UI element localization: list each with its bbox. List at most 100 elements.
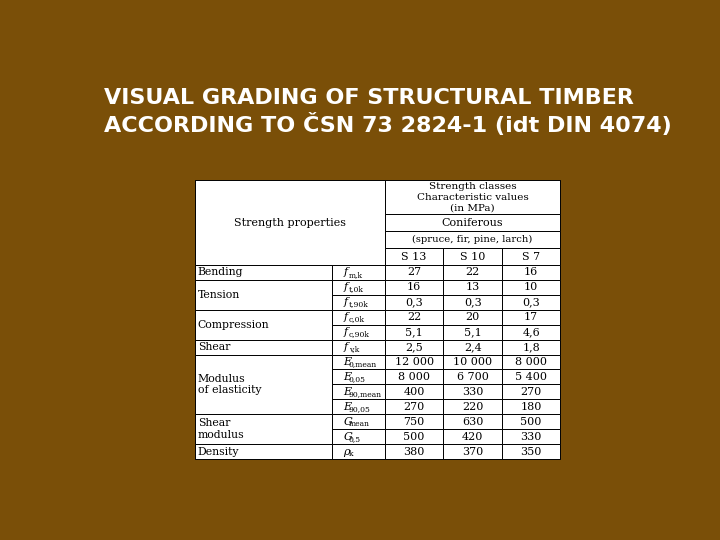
Bar: [385, 280, 444, 295]
Text: t,0k: t,0k: [349, 286, 364, 294]
Bar: [385, 444, 444, 459]
Bar: [194, 310, 332, 340]
Text: 500: 500: [403, 431, 425, 442]
Bar: [194, 280, 332, 310]
Text: 8 000: 8 000: [398, 372, 430, 382]
Text: f: f: [343, 327, 348, 337]
Text: 220: 220: [462, 402, 483, 412]
Text: f: f: [343, 312, 348, 322]
Text: 13: 13: [466, 282, 480, 292]
Text: G: G: [343, 417, 352, 427]
Bar: [444, 355, 502, 369]
Text: E: E: [343, 357, 351, 367]
Bar: [385, 369, 444, 384]
Text: Strength classes
Characteristic values
(in MPa): Strength classes Characteristic values (…: [417, 183, 528, 212]
Bar: [332, 429, 385, 444]
Bar: [385, 310, 444, 325]
Bar: [444, 280, 502, 295]
Bar: [502, 369, 560, 384]
Text: ρ: ρ: [343, 447, 350, 457]
Text: 4,6: 4,6: [522, 327, 540, 337]
Bar: [502, 414, 560, 429]
Text: m,k: m,k: [349, 271, 363, 279]
Bar: [385, 384, 444, 400]
Text: 500: 500: [521, 417, 542, 427]
Text: Bending: Bending: [198, 267, 243, 278]
Text: 5,1: 5,1: [405, 327, 423, 337]
Text: Modulus
of elasticity: Modulus of elasticity: [198, 374, 261, 395]
Text: 8 000: 8 000: [516, 357, 547, 367]
Text: c,0k: c,0k: [349, 315, 365, 323]
Text: VISUAL GRADING OF STRUCTURAL TIMBER
ACCORDING TO ČSN 73 2824-1 (idt DIN 4074): VISUAL GRADING OF STRUCTURAL TIMBER ACCO…: [104, 88, 672, 136]
Text: 5 400: 5 400: [516, 372, 547, 382]
Text: 630: 630: [462, 417, 483, 427]
Text: f: f: [343, 342, 348, 352]
Bar: [444, 310, 502, 325]
Bar: [332, 295, 385, 310]
Bar: [502, 384, 560, 400]
Text: 90,05: 90,05: [349, 405, 371, 413]
Text: (spruce, fir, pine, larch): (spruce, fir, pine, larch): [413, 235, 533, 244]
Text: 0,5: 0,5: [349, 435, 361, 443]
Bar: [444, 400, 502, 414]
Bar: [385, 325, 444, 340]
Text: t,90k: t,90k: [349, 301, 369, 308]
Bar: [444, 369, 502, 384]
Text: G: G: [343, 431, 352, 442]
Text: S 10: S 10: [460, 252, 485, 261]
Bar: [444, 325, 502, 340]
Bar: [502, 355, 560, 369]
Bar: [385, 265, 444, 280]
Text: Coniferous: Coniferous: [442, 218, 503, 228]
Bar: [332, 265, 385, 280]
Bar: [502, 310, 560, 325]
Text: 420: 420: [462, 431, 483, 442]
Text: 17: 17: [524, 312, 539, 322]
Bar: [444, 248, 502, 265]
Bar: [444, 414, 502, 429]
Text: 0,3: 0,3: [522, 298, 540, 307]
Bar: [194, 414, 332, 444]
Text: 330: 330: [521, 431, 542, 442]
Bar: [444, 265, 502, 280]
Text: 16: 16: [524, 267, 539, 278]
Bar: [194, 265, 332, 280]
Bar: [194, 180, 385, 265]
Bar: [385, 180, 560, 214]
Bar: [444, 295, 502, 310]
Bar: [385, 295, 444, 310]
Text: S 7: S 7: [522, 252, 540, 261]
Text: E: E: [343, 387, 351, 397]
Text: 0,mean: 0,mean: [349, 360, 377, 368]
Bar: [502, 265, 560, 280]
Text: 10: 10: [524, 282, 539, 292]
Bar: [502, 400, 560, 414]
Bar: [332, 384, 385, 400]
Bar: [332, 340, 385, 355]
Bar: [502, 429, 560, 444]
Text: Compression: Compression: [198, 320, 269, 330]
Text: 2,4: 2,4: [464, 342, 482, 352]
Text: 20: 20: [466, 312, 480, 322]
Text: 5,1: 5,1: [464, 327, 482, 337]
Text: 12 000: 12 000: [395, 357, 433, 367]
Bar: [385, 355, 444, 369]
Text: 370: 370: [462, 447, 483, 457]
Bar: [332, 414, 385, 429]
Text: 400: 400: [403, 387, 425, 397]
Bar: [502, 248, 560, 265]
Bar: [502, 280, 560, 295]
Bar: [444, 340, 502, 355]
Bar: [332, 444, 385, 459]
Bar: [502, 295, 560, 310]
Text: Tension: Tension: [198, 290, 240, 300]
Text: Shear
modulus: Shear modulus: [198, 418, 244, 440]
Text: 350: 350: [521, 447, 542, 457]
Text: 22: 22: [466, 267, 480, 278]
Text: S 13: S 13: [402, 252, 427, 261]
Bar: [332, 280, 385, 295]
Bar: [332, 355, 385, 369]
Text: f: f: [343, 298, 348, 307]
Text: 750: 750: [403, 417, 425, 427]
Text: Shear: Shear: [198, 342, 230, 352]
